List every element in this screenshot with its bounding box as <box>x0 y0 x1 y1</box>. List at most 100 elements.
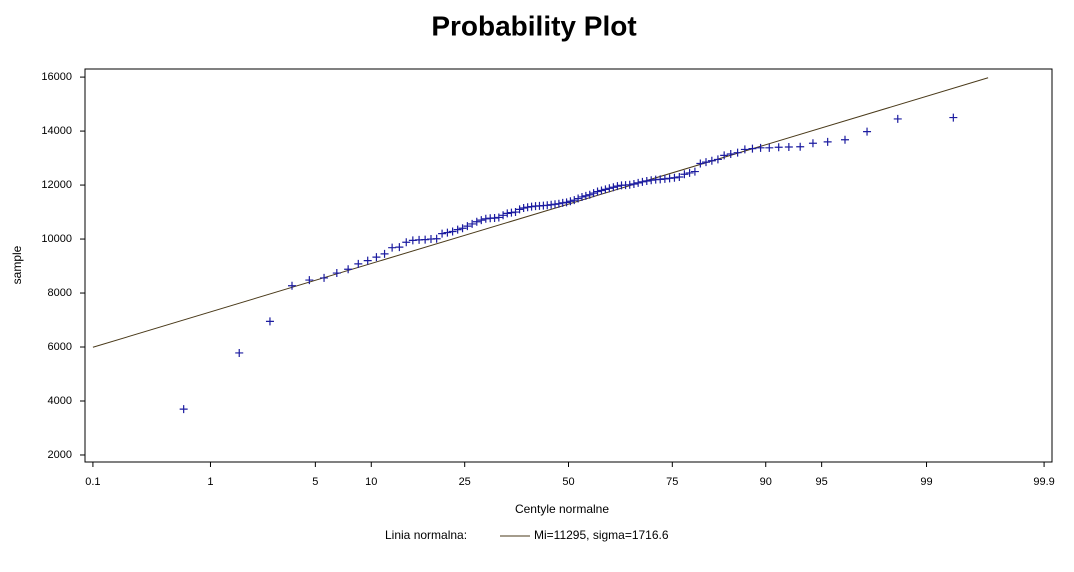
data-point <box>638 177 647 186</box>
data-point <box>515 205 524 214</box>
y-axis-label: sample <box>10 245 24 284</box>
y-tick-label: 6000 <box>48 341 72 353</box>
data-point <box>796 142 805 151</box>
data-point <box>477 216 486 225</box>
data-point <box>593 187 602 196</box>
data-point <box>395 243 404 252</box>
data-point <box>562 198 571 207</box>
data-point <box>609 183 618 192</box>
x-tick-label: 95 <box>816 476 828 488</box>
data-point <box>332 269 341 278</box>
data-point <box>726 150 735 159</box>
data-point <box>511 208 520 217</box>
data-point <box>589 189 598 198</box>
data-point <box>702 158 711 167</box>
data-point <box>733 148 742 157</box>
data-point <box>748 144 757 153</box>
data-point <box>765 143 774 152</box>
plot-frame <box>84 68 1053 463</box>
data-point <box>670 173 679 182</box>
data-point <box>613 182 622 191</box>
data-point <box>388 243 397 252</box>
data-point <box>320 273 329 282</box>
x-tick-label: 1 <box>207 476 213 488</box>
data-point <box>893 114 902 123</box>
data-point <box>680 170 689 179</box>
data-point <box>472 217 481 226</box>
data-point <box>494 213 503 222</box>
data-point <box>179 405 188 414</box>
data-point <box>629 179 638 188</box>
legend-label: Mi=11295, sigma=1716.6 <box>534 528 669 542</box>
data-point <box>519 204 528 213</box>
data-point <box>235 348 244 357</box>
data-point <box>696 159 705 168</box>
normal-line <box>92 77 989 348</box>
data-point <box>685 168 694 177</box>
data-point <box>363 256 372 265</box>
data-point <box>372 253 381 262</box>
data-point <box>625 180 634 189</box>
x-tick-label: 25 <box>459 476 471 488</box>
data-point <box>601 185 610 194</box>
data-point <box>554 199 563 208</box>
data-point <box>634 178 643 187</box>
data-point <box>605 184 614 193</box>
data-point <box>265 317 274 326</box>
x-tick-label: 75 <box>666 476 678 488</box>
data-point <box>380 249 389 258</box>
data-point <box>438 229 447 238</box>
data-point <box>949 113 958 122</box>
data-point <box>740 145 749 154</box>
data-point <box>642 177 651 186</box>
data-point <box>443 228 452 237</box>
data-point <box>585 190 594 199</box>
data-point <box>432 234 441 243</box>
y-tick-label: 2000 <box>48 449 72 461</box>
data-point <box>354 259 363 268</box>
y-tick-label: 10000 <box>41 233 72 245</box>
data-point <box>574 194 583 203</box>
y-tick-label: 14000 <box>41 125 72 137</box>
x-tick-label: 5 <box>312 476 318 488</box>
data-point <box>458 224 467 233</box>
x-tick-label: 10 <box>365 476 377 488</box>
data-point <box>713 155 722 164</box>
data-point <box>503 209 512 218</box>
data-point <box>448 227 457 236</box>
legend-title: Linia normalna: <box>385 528 467 542</box>
data-point <box>756 143 765 152</box>
y-tick-label: 16000 <box>41 71 72 83</box>
data-point <box>823 137 832 146</box>
data-point <box>402 238 411 247</box>
y-tick-label: 8000 <box>48 287 72 299</box>
data-point <box>675 172 684 181</box>
data-point <box>808 139 817 148</box>
x-tick-label: 99 <box>920 476 932 488</box>
data-point <box>305 276 314 285</box>
x-axis-label: Centyle normalne <box>515 502 609 516</box>
data-point <box>840 135 849 144</box>
x-tick-label: 0.1 <box>85 476 100 488</box>
data-point <box>581 191 590 200</box>
data-point <box>344 265 353 274</box>
data-point <box>863 127 872 136</box>
data-point <box>597 186 606 195</box>
data-point <box>453 225 462 234</box>
x-tick-label: 90 <box>760 476 772 488</box>
data-point <box>566 197 575 206</box>
x-tick-label: 50 <box>562 476 574 488</box>
data-point <box>570 196 579 205</box>
data-point <box>784 143 793 152</box>
data-point <box>707 156 716 165</box>
data-point <box>720 151 729 160</box>
data-point <box>499 211 508 220</box>
y-tick-label: 12000 <box>41 179 72 191</box>
y-tick-label: 4000 <box>48 395 72 407</box>
chart-title: Probability Plot <box>431 10 636 41</box>
data-point <box>774 143 783 152</box>
data-point <box>463 222 472 231</box>
data-point <box>577 192 586 201</box>
data-point <box>288 281 297 290</box>
